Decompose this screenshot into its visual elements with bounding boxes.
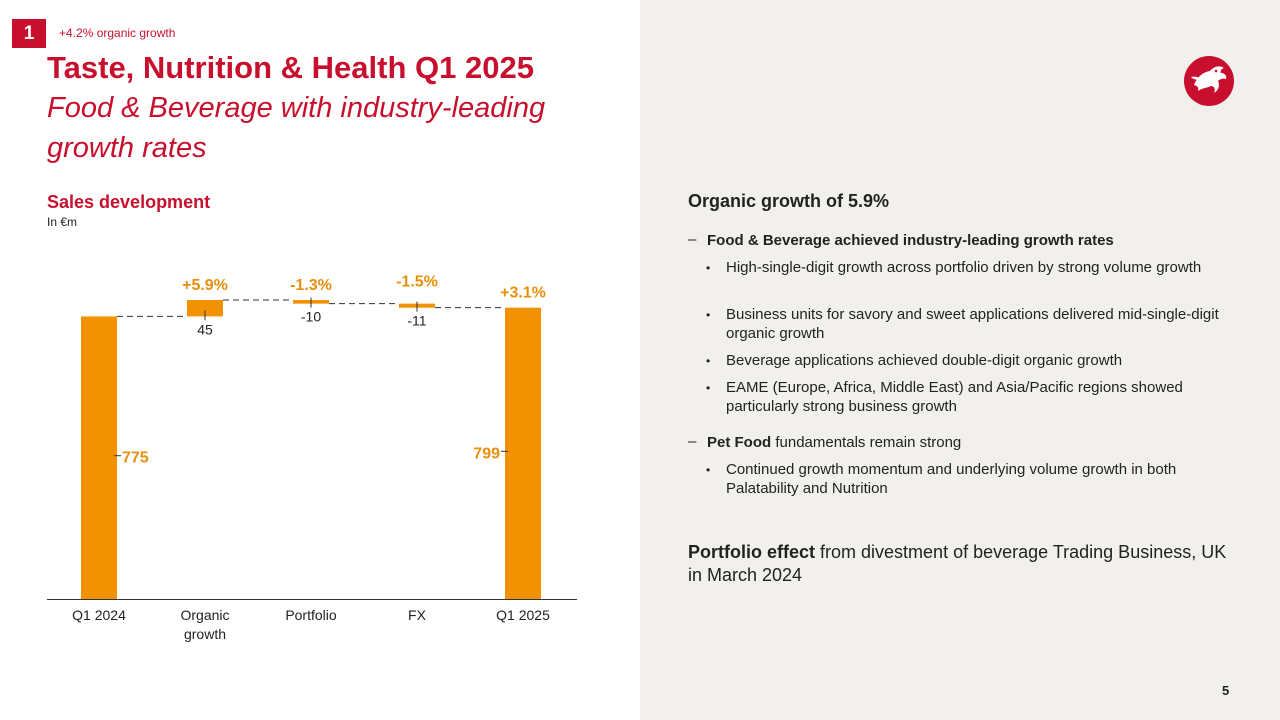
page-title: Taste, Nutrition & Health Q1 2025	[47, 50, 534, 85]
value-label: -10	[301, 309, 321, 325]
bullet-text: High-single-digit growth across portfoli…	[726, 259, 1202, 276]
section-number-badge: 1	[12, 19, 46, 48]
dash-marker: –	[688, 231, 697, 248]
value-label: 799	[473, 445, 500, 462]
section2-title: Pet Food	[707, 434, 772, 451]
x-tick-label: Q1 2024	[72, 607, 126, 623]
bullet-text: Continued growth momentum and underlying…	[726, 461, 1177, 497]
percent-label: -1.5%	[396, 274, 438, 291]
x-tick-label: Portfolio	[285, 607, 337, 623]
page-subtitle: Food & Beverage with industry-leading gr…	[47, 92, 546, 164]
dash-marker: –	[688, 433, 697, 450]
bar-organic-growth	[187, 300, 223, 317]
waterfall-chart: Q1 2024 Organic growth Portfolio FX Q1 2025 77…	[47, 274, 577, 642]
x-tick-label: FX	[408, 607, 427, 623]
chart-unit: In €m	[47, 215, 78, 229]
right-panel	[640, 0, 1280, 720]
portfolio-rest: from divestment of beverage Trading Busi…	[688, 542, 1227, 585]
value-label: 775	[122, 450, 149, 467]
percent-label: +5.9%	[182, 277, 228, 294]
bullet-marker: •	[706, 381, 711, 395]
portfolio-bold: Portfolio effect	[688, 542, 816, 562]
bar-q1-2025	[505, 307, 541, 599]
bullet-text: Beverage applications achieved double-di…	[726, 352, 1123, 369]
bullet-marker: •	[706, 261, 711, 275]
bar-q1-2024	[81, 316, 117, 599]
value-label: -11	[407, 313, 426, 329]
portfolio-note: Portfolio effect from divestment of beve…	[688, 541, 1228, 587]
right-heading: Organic growth of 5.9%	[688, 191, 890, 211]
dragon-logo-icon	[1184, 56, 1234, 106]
section2-line: Pet Food fundamentals remain strong	[707, 433, 961, 452]
section2-rest: fundamentals remain strong	[775, 434, 962, 451]
page-number: 5	[1222, 683, 1230, 698]
value-label: 45	[197, 321, 213, 337]
section1-title: Food & Beverage achieved industry-leadin…	[707, 232, 1114, 249]
chart-title: Sales development	[47, 192, 211, 212]
badge-note: +4.2% organic growth	[59, 26, 176, 40]
bullet-marker: •	[706, 463, 711, 477]
bullet-text: Business units for savory and sweet appl…	[726, 306, 1219, 342]
x-tick-label: Organic	[180, 607, 229, 623]
x-tick-label: Q1 2025	[496, 607, 550, 623]
percent-label: +3.1%	[500, 285, 546, 302]
x-tick-label: growth	[184, 626, 226, 642]
bullet-text: EAME (Europe, Africa, Middle East) and A…	[726, 379, 1183, 415]
bullet-marker: •	[706, 308, 711, 322]
bullet-marker: •	[706, 354, 711, 368]
percent-label: -1.3%	[290, 277, 332, 294]
